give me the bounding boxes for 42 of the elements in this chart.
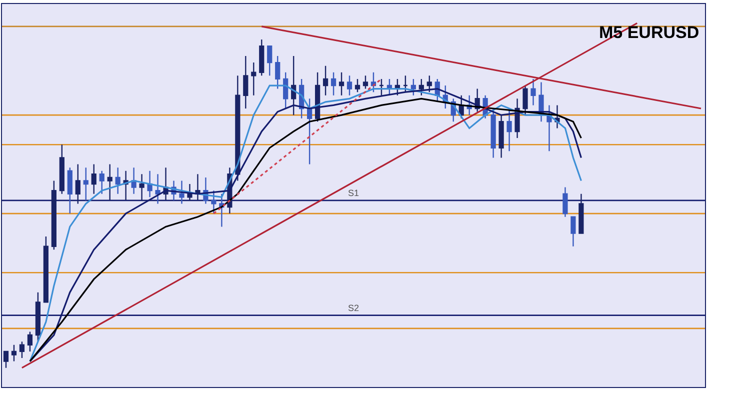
candlestick <box>83 167 88 202</box>
candlestick <box>283 72 288 110</box>
candlestick <box>219 193 224 228</box>
candlestick <box>27 331 33 352</box>
candlestick <box>562 186 568 218</box>
candlestick <box>11 344 17 362</box>
candlestick <box>267 46 272 76</box>
candlestick <box>346 75 352 96</box>
candlestick <box>275 55 280 90</box>
candlestick <box>243 55 248 110</box>
candlestick <box>322 65 328 96</box>
candlestick <box>514 98 520 139</box>
candlestick <box>211 190 216 214</box>
candlestick <box>59 144 64 194</box>
candlestick <box>43 236 48 303</box>
candlestick <box>490 108 496 158</box>
candlestick <box>498 114 504 158</box>
ref-line-label: S1 <box>348 188 360 198</box>
candlestick <box>67 167 72 214</box>
candlestick <box>91 164 96 194</box>
candlestick <box>251 62 256 96</box>
candlestick <box>354 78 360 93</box>
candlestick <box>147 170 152 198</box>
candlestick <box>179 180 184 204</box>
candlestick <box>19 340 25 359</box>
candlestick <box>530 78 536 106</box>
ref-line-label: S2 <box>348 303 360 313</box>
candlestick <box>307 98 312 165</box>
candlestick <box>506 108 512 152</box>
candlestick <box>546 104 552 152</box>
candlestick <box>338 72 344 96</box>
candlestick <box>410 78 416 96</box>
chart-title: M5 EURUSD <box>599 23 700 42</box>
candlestick <box>570 216 576 247</box>
candlestick <box>99 170 104 194</box>
candlestick <box>131 167 136 194</box>
candlestick <box>155 174 160 204</box>
candlestick <box>362 75 368 90</box>
candlestick <box>370 72 376 93</box>
candlestick <box>330 72 336 96</box>
candlestick <box>115 167 120 194</box>
candlestick <box>259 38 264 76</box>
